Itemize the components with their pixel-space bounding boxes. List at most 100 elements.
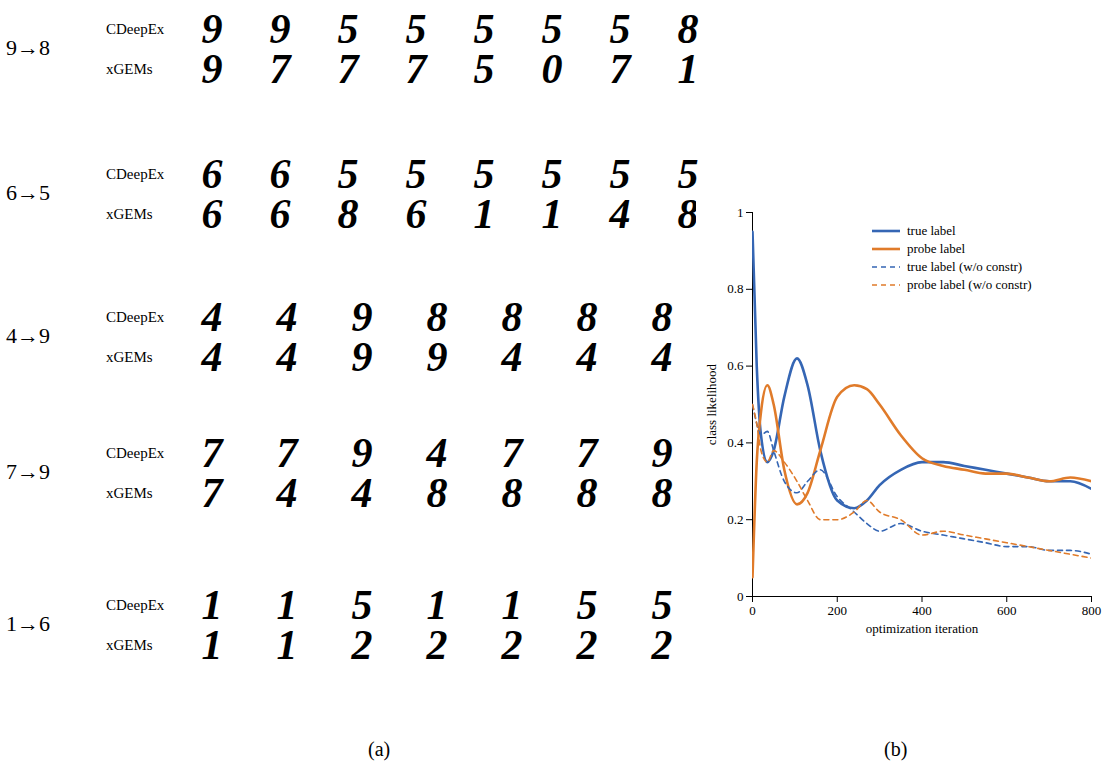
svg-text:4: 4 [276, 470, 298, 516]
svg-text:4: 4 [276, 293, 298, 340]
svg-text:4: 4 [201, 293, 223, 340]
svg-text:1: 1 [542, 191, 563, 237]
svg-text:7: 7 [501, 429, 523, 476]
svg-text:5: 5 [677, 150, 699, 197]
svg-text:CDeepEx: CDeepEx [106, 597, 165, 613]
svg-text:8: 8 [651, 293, 673, 340]
svg-text:4→9: 4→9 [6, 323, 50, 348]
svg-text:8: 8 [652, 470, 673, 516]
svg-text:0.4: 0.4 [727, 435, 744, 450]
svg-text:4: 4 [609, 191, 631, 237]
svg-text:CDeepEx: CDeepEx [106, 21, 165, 37]
svg-text:7: 7 [270, 46, 293, 92]
svg-text:6: 6 [270, 191, 291, 237]
svg-text:class likelihood: class likelihood [704, 363, 719, 445]
svg-text:xGEMs: xGEMs [106, 206, 153, 222]
svg-text:4: 4 [501, 334, 523, 380]
svg-text:8: 8 [677, 5, 699, 52]
svg-text:600: 600 [997, 603, 1017, 618]
svg-text:1→6: 1→6 [6, 611, 50, 636]
svg-text:1: 1 [501, 581, 523, 628]
svg-text:7: 7 [576, 429, 598, 476]
svg-text:0: 0 [737, 589, 744, 604]
svg-text:7: 7 [610, 46, 633, 92]
svg-text:7: 7 [202, 470, 225, 516]
svg-text:xGEMs: xGEMs [106, 485, 153, 501]
svg-text:xGEMs: xGEMs [106, 61, 153, 77]
svg-text:4: 4 [276, 334, 298, 380]
svg-text:CDeepEx: CDeepEx [106, 445, 165, 461]
svg-text:5: 5 [473, 5, 495, 52]
svg-text:9: 9 [351, 429, 373, 476]
svg-text:0.8: 0.8 [727, 281, 743, 296]
svg-text:xGEMs: xGEMs [106, 637, 153, 653]
svg-text:7→9: 7→9 [6, 459, 50, 484]
svg-text:5: 5 [337, 5, 359, 52]
svg-text:9: 9 [651, 429, 673, 476]
svg-text:2: 2 [576, 622, 598, 668]
svg-text:7: 7 [201, 429, 223, 476]
svg-text:6: 6 [202, 191, 223, 237]
svg-text:6→5: 6→5 [6, 180, 50, 205]
svg-text:9: 9 [269, 5, 291, 52]
svg-text:7: 7 [276, 429, 298, 476]
svg-text:8: 8 [426, 293, 448, 340]
svg-text:4: 4 [576, 334, 598, 380]
svg-text:1: 1 [277, 622, 298, 668]
svg-text:7: 7 [338, 46, 361, 92]
svg-text:5: 5 [541, 150, 563, 197]
svg-text:5: 5 [405, 5, 427, 52]
svg-text:9: 9 [201, 5, 223, 52]
svg-text:8: 8 [502, 470, 523, 516]
svg-text:4: 4 [351, 470, 373, 516]
svg-text:2: 2 [651, 622, 673, 668]
svg-text:800: 800 [1082, 603, 1102, 618]
svg-text:8: 8 [427, 470, 448, 516]
svg-text:1: 1 [201, 581, 223, 628]
svg-text:optimization iteration: optimization iteration [866, 621, 979, 636]
svg-text:5: 5 [474, 46, 495, 92]
svg-text:9: 9 [351, 293, 373, 340]
svg-text:8: 8 [338, 191, 359, 237]
svg-text:8: 8 [576, 293, 598, 340]
svg-text:7: 7 [406, 46, 429, 92]
svg-text:1: 1 [276, 581, 298, 628]
svg-text:8: 8 [577, 470, 598, 516]
svg-text:0.6: 0.6 [727, 358, 744, 373]
svg-text:5: 5 [405, 150, 427, 197]
svg-text:8: 8 [677, 190, 699, 237]
svg-text:0.2: 0.2 [727, 512, 743, 527]
svg-text:4: 4 [651, 334, 673, 380]
svg-text:2: 2 [351, 622, 373, 668]
svg-text:1: 1 [474, 191, 495, 237]
svg-text:0: 0 [542, 46, 563, 92]
svg-text:9: 9 [352, 334, 373, 380]
svg-text:9: 9 [427, 334, 448, 380]
svg-text:6: 6 [406, 191, 427, 237]
svg-text:2: 2 [426, 622, 448, 668]
svg-text:5: 5 [351, 581, 373, 628]
svg-text:4: 4 [201, 334, 223, 380]
svg-text:1: 1 [678, 46, 699, 92]
svg-text:6: 6 [201, 150, 223, 197]
svg-text:1: 1 [202, 622, 223, 668]
svg-text:400: 400 [912, 603, 932, 618]
svg-text:CDeepEx: CDeepEx [106, 309, 165, 325]
svg-text:1: 1 [737, 205, 744, 220]
svg-text:0: 0 [749, 603, 756, 618]
svg-text:8: 8 [501, 293, 523, 340]
svg-text:6: 6 [269, 150, 291, 197]
svg-text:xGEMs: xGEMs [106, 349, 153, 365]
svg-text:5: 5 [541, 5, 563, 52]
svg-text:5: 5 [473, 150, 495, 197]
svg-text:5: 5 [337, 150, 359, 197]
svg-text:2: 2 [501, 622, 523, 668]
svg-text:4: 4 [426, 429, 448, 476]
svg-text:9→8: 9→8 [6, 35, 50, 60]
svg-text:5: 5 [609, 5, 631, 52]
svg-text:200: 200 [828, 603, 848, 618]
svg-text:9: 9 [202, 46, 223, 92]
svg-text:CDeepEx: CDeepEx [106, 166, 165, 182]
svg-text:1: 1 [426, 581, 448, 628]
svg-text:5: 5 [609, 150, 631, 197]
